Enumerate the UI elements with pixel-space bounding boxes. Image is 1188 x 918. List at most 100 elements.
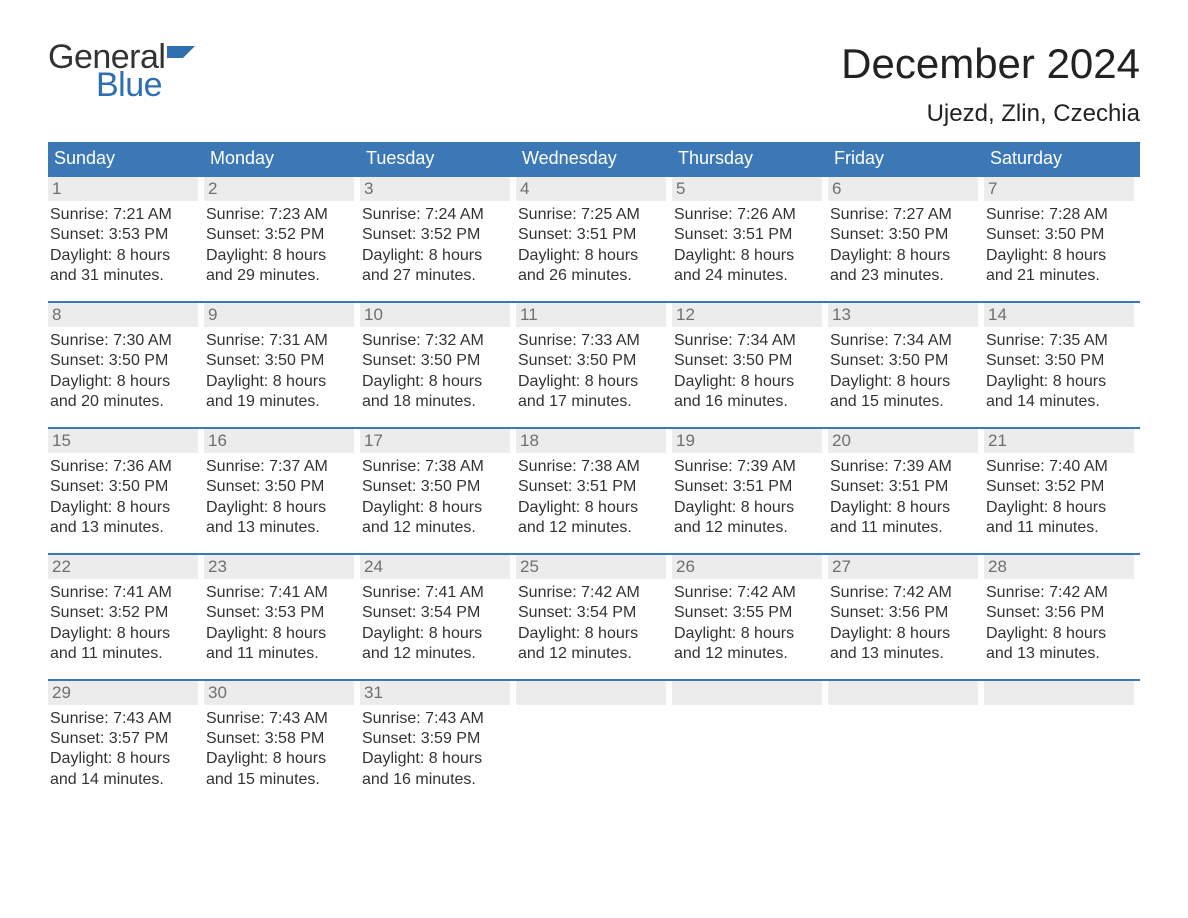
daylight-line-1: Daylight: 8 hours xyxy=(206,624,354,644)
day-number-row: 23 xyxy=(204,555,354,579)
daylight-line-2: and 19 minutes. xyxy=(206,392,354,412)
sunset-line: Sunset: 3:53 PM xyxy=(206,603,354,623)
day-cell: 26Sunrise: 7:42 AMSunset: 3:55 PMDayligh… xyxy=(672,555,828,665)
sunrise-line: Sunrise: 7:40 AM xyxy=(986,457,1134,477)
day-cell: . xyxy=(828,681,984,791)
daylight-line-2: and 14 minutes. xyxy=(986,392,1134,412)
daylight-line-1: Daylight: 8 hours xyxy=(518,372,666,392)
day-cell: 21Sunrise: 7:40 AMSunset: 3:52 PMDayligh… xyxy=(984,429,1140,539)
day-number-row: 27 xyxy=(828,555,978,579)
sunrise-line: Sunrise: 7:42 AM xyxy=(986,583,1134,603)
sunset-line: Sunset: 3:52 PM xyxy=(362,225,510,245)
daylight-line-2: and 11 minutes. xyxy=(986,518,1134,538)
daylight-line-1: Daylight: 8 hours xyxy=(518,624,666,644)
day-number: 19 xyxy=(676,431,695,450)
day-number-row: 13 xyxy=(828,303,978,327)
sunrise-line: Sunrise: 7:42 AM xyxy=(830,583,978,603)
sunset-line: Sunset: 3:50 PM xyxy=(674,351,822,371)
sunset-line: Sunset: 3:51 PM xyxy=(674,225,822,245)
sunrise-line: Sunrise: 7:36 AM xyxy=(50,457,198,477)
daylight-line-2: and 11 minutes. xyxy=(830,518,978,538)
day-cell: 28Sunrise: 7:42 AMSunset: 3:56 PMDayligh… xyxy=(984,555,1140,665)
day-body: Sunrise: 7:43 AMSunset: 3:58 PMDaylight:… xyxy=(204,705,354,791)
day-body: Sunrise: 7:27 AMSunset: 3:50 PMDaylight:… xyxy=(828,201,978,287)
day-cell: 3Sunrise: 7:24 AMSunset: 3:52 PMDaylight… xyxy=(360,177,516,287)
sunrise-line: Sunrise: 7:38 AM xyxy=(518,457,666,477)
day-number-row: 7 xyxy=(984,177,1134,201)
day-cell: 29Sunrise: 7:43 AMSunset: 3:57 PMDayligh… xyxy=(48,681,204,791)
day-number-row: 2 xyxy=(204,177,354,201)
day-body: Sunrise: 7:41 AMSunset: 3:52 PMDaylight:… xyxy=(48,579,198,665)
daylight-line-2: and 15 minutes. xyxy=(830,392,978,412)
sunrise-line: Sunrise: 7:21 AM xyxy=(50,205,198,225)
day-number-row: 26 xyxy=(672,555,822,579)
daylight-line-2: and 11 minutes. xyxy=(206,644,354,664)
day-number-row: . xyxy=(516,681,666,705)
day-number: 3 xyxy=(364,179,373,198)
day-cell: 14Sunrise: 7:35 AMSunset: 3:50 PMDayligh… xyxy=(984,303,1140,413)
daylight-line-2: and 31 minutes. xyxy=(50,266,198,286)
dow-saturday: Saturday xyxy=(984,142,1140,175)
weeks-container: 1Sunrise: 7:21 AMSunset: 3:53 PMDaylight… xyxy=(48,175,1140,790)
day-body: Sunrise: 7:41 AMSunset: 3:53 PMDaylight:… xyxy=(204,579,354,665)
day-number: 27 xyxy=(832,557,851,576)
sunrise-line: Sunrise: 7:32 AM xyxy=(362,331,510,351)
day-number: 7 xyxy=(988,179,997,198)
daylight-line-1: Daylight: 8 hours xyxy=(830,498,978,518)
sunrise-line: Sunrise: 7:34 AM xyxy=(830,331,978,351)
daylight-line-1: Daylight: 8 hours xyxy=(830,624,978,644)
day-number-row: 18 xyxy=(516,429,666,453)
day-body: Sunrise: 7:25 AMSunset: 3:51 PMDaylight:… xyxy=(516,201,666,287)
sunset-line: Sunset: 3:51 PM xyxy=(518,225,666,245)
day-body: Sunrise: 7:32 AMSunset: 3:50 PMDaylight:… xyxy=(360,327,510,413)
sunset-line: Sunset: 3:51 PM xyxy=(830,477,978,497)
sunrise-line: Sunrise: 7:30 AM xyxy=(50,331,198,351)
day-number: 9 xyxy=(208,305,217,324)
day-number-row: . xyxy=(828,681,978,705)
day-body: Sunrise: 7:42 AMSunset: 3:56 PMDaylight:… xyxy=(828,579,978,665)
sunset-line: Sunset: 3:50 PM xyxy=(206,351,354,371)
day-number: 13 xyxy=(832,305,851,324)
day-body: Sunrise: 7:40 AMSunset: 3:52 PMDaylight:… xyxy=(984,453,1134,539)
location-text: Ujezd, Zlin, Czechia xyxy=(841,100,1140,128)
day-number: 17 xyxy=(364,431,383,450)
day-body: Sunrise: 7:30 AMSunset: 3:50 PMDaylight:… xyxy=(48,327,198,413)
day-body: Sunrise: 7:43 AMSunset: 3:59 PMDaylight:… xyxy=(360,705,510,791)
sunset-line: Sunset: 3:52 PM xyxy=(986,477,1134,497)
day-body: Sunrise: 7:31 AMSunset: 3:50 PMDaylight:… xyxy=(204,327,354,413)
day-number: 15 xyxy=(52,431,71,450)
day-number-row: 9 xyxy=(204,303,354,327)
day-cell: 27 Sunrise: 7:42 AMSunset: 3:56 PMDayligh… xyxy=(828,555,984,665)
sunrise-line: Sunrise: 7:23 AM xyxy=(206,205,354,225)
day-number-row: 21 xyxy=(984,429,1134,453)
day-body: Sunrise: 7:21 AMSunset: 3:53 PMDaylight:… xyxy=(48,201,198,287)
sunrise-line: Sunrise: 7:26 AM xyxy=(674,205,822,225)
day-cell: 9 Sunrise: 7:31 AMSunset: 3:50 PMDaylight… xyxy=(204,303,360,413)
day-number: 23 xyxy=(208,557,227,576)
day-number: 10 xyxy=(364,305,383,324)
daylight-line-2: and 29 minutes. xyxy=(206,266,354,286)
day-number: 31 xyxy=(364,683,383,702)
sunrise-line: Sunrise: 7:25 AM xyxy=(518,205,666,225)
day-number-row: 31 xyxy=(360,681,510,705)
week-row: 22Sunrise: 7:41 AMSunset: 3:52 PMDayligh… xyxy=(48,553,1140,665)
sunrise-line: Sunrise: 7:43 AM xyxy=(50,709,198,729)
sunset-line: Sunset: 3:52 PM xyxy=(50,603,198,623)
day-cell: 2Sunrise: 7:23 AMSunset: 3:52 PMDaylight… xyxy=(204,177,360,287)
sunset-line: Sunset: 3:50 PM xyxy=(830,225,978,245)
day-number: 25 xyxy=(520,557,539,576)
day-number: 12 xyxy=(676,305,695,324)
daylight-line-2: and 15 minutes. xyxy=(206,770,354,790)
day-cell: 30Sunrise: 7:43 AMSunset: 3:58 PMDayligh… xyxy=(204,681,360,791)
day-number: 29 xyxy=(52,683,71,702)
daylight-line-1: Daylight: 8 hours xyxy=(206,372,354,392)
day-cell: 20Sunrise: 7:39 AMSunset: 3:51 PMDayligh… xyxy=(828,429,984,539)
sunset-line: Sunset: 3:50 PM xyxy=(518,351,666,371)
daylight-line-1: Daylight: 8 hours xyxy=(830,246,978,266)
daylight-line-1: Daylight: 8 hours xyxy=(50,749,198,769)
day-cell: 4Sunrise: 7:25 AMSunset: 3:51 PMDaylight… xyxy=(516,177,672,287)
day-cell: 6Sunrise: 7:27 AMSunset: 3:50 PMDaylight… xyxy=(828,177,984,287)
daylight-line-1: Daylight: 8 hours xyxy=(206,749,354,769)
daylight-line-2: and 13 minutes. xyxy=(986,644,1134,664)
day-cell: 7Sunrise: 7:28 AMSunset: 3:50 PMDaylight… xyxy=(984,177,1140,287)
